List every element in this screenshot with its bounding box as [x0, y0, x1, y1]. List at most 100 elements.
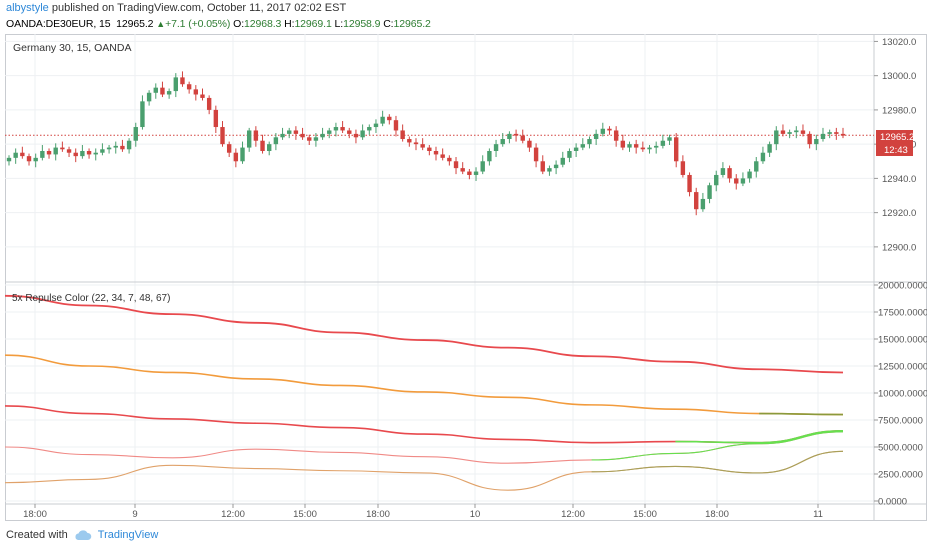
candle-body[interactable] [106, 147, 112, 150]
candle-body[interactable] [387, 116, 392, 121]
candle-body[interactable] [153, 87, 158, 93]
candle-body[interactable] [467, 171, 472, 175]
candle-body[interactable] [593, 133, 599, 140]
candle-body[interactable] [787, 132, 792, 134]
candle-body[interactable] [420, 144, 425, 148]
candle-body[interactable] [714, 174, 719, 186]
time-axis[interactable]: 18:00 9 12:00 15:00 18:00 10 12:00 15:00 18:00 11 [23, 504, 823, 520]
username-link[interactable]: albystyle [6, 2, 49, 14]
candle-body[interactable] [293, 130, 299, 134]
candle-body[interactable] [287, 130, 292, 134]
candle-body[interactable] [80, 151, 85, 157]
candle-body[interactable] [273, 137, 279, 145]
candle-body[interactable] [727, 168, 732, 179]
candle-body[interactable] [313, 137, 319, 141]
candle-body[interactable] [754, 161, 759, 172]
candle-body[interactable] [560, 157, 565, 165]
candle-body[interactable] [226, 144, 232, 153]
candle-body[interactable] [573, 147, 579, 151]
candle-body[interactable] [66, 149, 72, 153]
candle-body[interactable] [253, 130, 259, 141]
candle-body[interactable] [794, 130, 799, 133]
candle-body[interactable] [367, 127, 372, 131]
candle-body[interactable] [640, 147, 646, 150]
candle-body[interactable] [140, 101, 145, 128]
candle-body[interactable] [747, 171, 752, 179]
candle-body[interactable] [553, 164, 559, 169]
candle-body[interactable] [126, 140, 132, 150]
candle-body[interactable] [480, 161, 485, 172]
candle-body[interactable] [453, 161, 459, 169]
candle-body[interactable] [814, 139, 819, 145]
candle-body[interactable] [240, 147, 245, 162]
candle-body[interactable] [507, 133, 512, 140]
candle-body[interactable] [246, 130, 252, 148]
candle-body[interactable] [400, 130, 405, 140]
candle-body[interactable] [393, 120, 399, 131]
candle-body[interactable] [320, 133, 325, 138]
candle-body[interactable] [186, 84, 192, 90]
chart-svg[interactable]: 12900.012920.012940.012960.012980.013000… [4, 34, 928, 521]
candle-body[interactable] [380, 116, 385, 124]
candle-body[interactable] [213, 109, 219, 128]
candle-body[interactable] [767, 144, 772, 153]
candle-body[interactable] [500, 139, 505, 145]
candle-body[interactable] [46, 151, 52, 155]
candle-body[interactable] [547, 168, 552, 172]
candle-body[interactable] [333, 127, 339, 131]
candle-body[interactable] [567, 151, 572, 158]
candle-body[interactable] [600, 128, 606, 134]
candle-body[interactable] [340, 127, 345, 131]
candle-body[interactable] [280, 133, 285, 138]
candle-body[interactable] [527, 140, 532, 148]
candle-body[interactable] [193, 89, 199, 95]
candle-body[interactable] [300, 133, 305, 138]
candle-body[interactable] [353, 133, 359, 138]
candle-body[interactable] [720, 168, 726, 175]
candle-body[interactable] [60, 147, 65, 150]
candle-body[interactable] [460, 168, 465, 172]
candle-body[interactable] [647, 147, 652, 150]
candle-body[interactable] [580, 144, 585, 148]
candle-body[interactable] [6, 157, 12, 162]
candle-body[interactable] [360, 130, 365, 138]
candle-body[interactable] [613, 130, 619, 141]
candles-group[interactable] [6, 71, 846, 216]
candle-body[interactable] [820, 133, 826, 140]
candle-body[interactable] [173, 77, 178, 92]
candle-body[interactable] [807, 133, 812, 145]
candle-body[interactable] [233, 152, 239, 162]
candle-body[interactable] [653, 145, 659, 148]
candle-body[interactable] [513, 133, 519, 136]
candle-body[interactable] [633, 144, 639, 148]
candle-body[interactable] [200, 94, 205, 98]
candle-body[interactable] [707, 185, 712, 199]
candle-body[interactable] [627, 144, 632, 148]
candle-body[interactable] [347, 130, 352, 134]
candle-body[interactable] [166, 91, 172, 95]
candle-body[interactable] [780, 130, 786, 134]
candle-body[interactable] [493, 144, 499, 151]
candle-body[interactable] [607, 128, 612, 131]
candle-body[interactable] [487, 151, 492, 162]
candle-body[interactable] [93, 152, 98, 155]
candle-body[interactable] [120, 145, 125, 150]
candle-body[interactable] [53, 147, 58, 155]
candle-body[interactable] [160, 87, 165, 95]
candle-body[interactable] [667, 137, 672, 141]
candle-body[interactable] [260, 140, 265, 151]
candle-body[interactable] [734, 178, 739, 184]
candle-body[interactable] [407, 139, 412, 143]
candle-body[interactable] [680, 161, 686, 175]
candle-body[interactable] [206, 97, 212, 110]
candle-body[interactable] [267, 144, 272, 151]
candle-body[interactable] [587, 139, 592, 145]
candle-body[interactable] [427, 147, 432, 151]
candle-body[interactable] [100, 149, 105, 153]
candle-body[interactable] [40, 151, 45, 158]
candle-body[interactable] [447, 157, 452, 162]
candle-body[interactable] [33, 157, 38, 162]
candle-body[interactable] [620, 140, 626, 148]
indicator-line-2[interactable] [4, 354, 844, 416]
candle-body[interactable] [13, 152, 18, 158]
